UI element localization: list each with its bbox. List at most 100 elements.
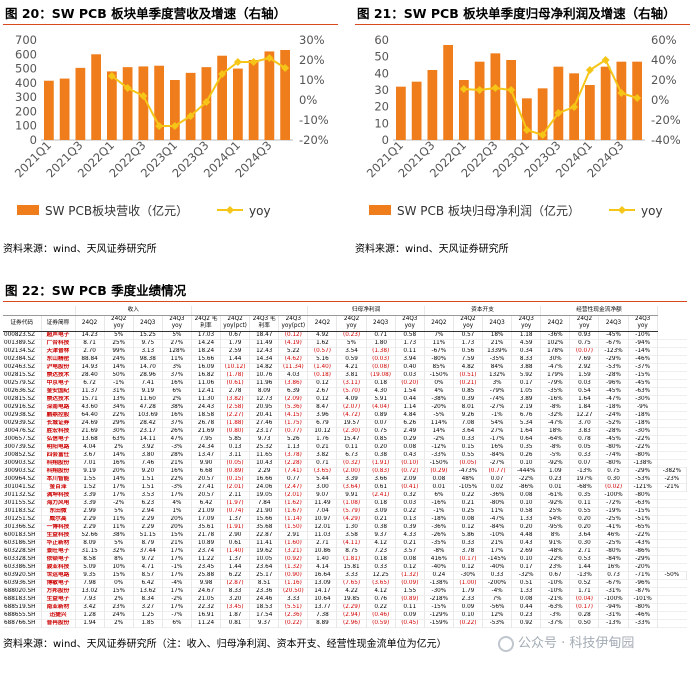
value-cell: 16% xyxy=(482,443,513,451)
stock-code-cell: 688655.SH xyxy=(3,611,42,619)
value-cell: 102% xyxy=(540,339,571,347)
value-cell: (0.90) xyxy=(278,571,309,579)
table-row: 300657.SZ 弘信电子 13.68 63% 14.11 47% 7.95 5.85 9.7… xyxy=(3,435,687,443)
value-cell: -15% xyxy=(628,507,658,515)
value-cell: -129% xyxy=(424,611,454,619)
value-cell: -1% xyxy=(424,507,454,515)
fig21-left-tick: 10 xyxy=(374,116,389,130)
value-cell: 0.09 xyxy=(395,611,425,619)
stock-code-cell: 002938.SZ xyxy=(3,411,42,419)
value-cell: 9.37 xyxy=(249,619,280,627)
stock-name-cell: 迅捷兴 xyxy=(41,611,76,619)
value-cell: 0% xyxy=(424,379,454,387)
value-cell: 10% xyxy=(104,563,134,571)
fig20-bar xyxy=(122,67,133,140)
value-cell: -2% xyxy=(162,595,192,603)
value-cell: 0.21 xyxy=(395,539,425,547)
value-cell: 0.93 xyxy=(569,331,600,339)
column-header-cell: 24Q3 yoy xyxy=(162,315,192,332)
value-cell: 0.59 xyxy=(336,355,367,363)
stock-name-cell: 生益科技 xyxy=(41,531,76,539)
value-cell: 0.54 xyxy=(569,387,600,395)
value-cell: (0.77) xyxy=(482,467,513,475)
value-cell: -68% xyxy=(569,483,600,491)
value-cell: 0.51 xyxy=(511,579,542,587)
value-cell: 18% xyxy=(540,427,571,435)
value-cell: (1.91) xyxy=(366,459,396,467)
value-cell: 6.22 xyxy=(220,571,251,579)
stock-code-cell: 301041.SZ xyxy=(3,483,42,491)
value-cell: 7.93 xyxy=(75,595,105,603)
value-cell: 16.66 xyxy=(249,475,280,483)
value-cell: 1339% xyxy=(482,347,513,355)
value-cell: 0.43 xyxy=(511,539,542,547)
value-cell: 0.20 xyxy=(366,443,396,451)
fig21-legend-bar-label: SW PCB 板块归母净利润（亿元） xyxy=(397,203,580,218)
value-cell: 9.75 xyxy=(133,339,163,347)
value-cell: 26.78 xyxy=(191,419,222,427)
stock-code-cell: 002636.SZ xyxy=(3,387,42,395)
stock-code-cell: 300903.SZ xyxy=(3,459,42,467)
value-cell: 1.55 xyxy=(75,475,105,483)
value-cell: -32% xyxy=(540,411,571,419)
value-cell: 0.67 xyxy=(220,331,251,339)
value-cell: -52% xyxy=(598,419,629,427)
value-cell: -15% xyxy=(628,371,658,379)
value-cell: 5.86 xyxy=(453,531,484,539)
value-cell: -8% xyxy=(424,547,454,555)
value-cell: 48% xyxy=(453,475,484,483)
value-cell: 4.12 xyxy=(366,539,396,547)
value-cell: 9.20 xyxy=(133,467,163,475)
value-cell: -16% xyxy=(540,395,571,403)
value-cell: 0.17 xyxy=(511,563,542,571)
value-cell: 20.57 xyxy=(191,475,222,483)
value-cell: 21.78 xyxy=(191,531,222,539)
value-cell: 0.33 xyxy=(569,451,600,459)
table-row: 300964.SZ 本川智能 1.55 14% 1.51 22% 20.57 (0.15) 16… xyxy=(3,475,687,483)
value-cell: 1.54 xyxy=(395,387,425,395)
value-cell: 1.64 xyxy=(569,395,600,403)
fig21-yoy-point xyxy=(585,66,594,74)
value-cell: -18% xyxy=(628,411,658,419)
value-cell: 4.71 xyxy=(133,563,163,571)
value-cell: 88.84 xyxy=(75,355,105,363)
value-cell: 21.09 xyxy=(191,507,222,515)
value-cell: -101% xyxy=(628,595,658,603)
value-cell: (2.07) xyxy=(336,403,367,411)
fig21-yoy-point xyxy=(507,86,516,94)
value-cell: 0.11 xyxy=(395,347,425,355)
value-cell: 3.39 xyxy=(75,499,105,507)
value-cell: 7.01 xyxy=(75,459,105,467)
value-cell: 30% xyxy=(104,427,134,435)
value-cell: 2.29 xyxy=(249,467,280,475)
value-cell: -9% xyxy=(628,403,658,411)
value-cell: 23.74 xyxy=(191,547,222,555)
value-cell: 16.91 xyxy=(191,611,222,619)
value-cell: 3.64 xyxy=(453,427,484,435)
value-cell: 0.30 xyxy=(569,539,600,547)
value-cell: 2.69 xyxy=(511,547,542,555)
value-cell: (0.08) xyxy=(424,627,454,628)
value-cell: -46% xyxy=(628,355,658,363)
value-cell: (3.64) xyxy=(336,483,367,491)
value-cell: 29% xyxy=(104,419,134,427)
value-cell: 0.15 xyxy=(453,443,484,451)
value-cell: -74% xyxy=(598,451,629,459)
value-cell: 8.34 xyxy=(133,595,163,603)
value-cell: 8.80 xyxy=(220,627,251,628)
value-cell: 1.84 xyxy=(569,403,600,411)
value-cell: (0.74) xyxy=(220,507,251,515)
value-cell: 2.90 xyxy=(220,531,251,539)
stock-name-cell: 天津普林 xyxy=(41,347,76,355)
fig21-legend-line-marker xyxy=(618,206,626,214)
value-cell: -20% xyxy=(628,563,658,571)
value-cell: 23.45 xyxy=(191,563,222,571)
stock-name-cell: 超声电子 xyxy=(41,331,76,339)
value-cell: -95% xyxy=(540,523,571,531)
value-cell: 2% xyxy=(104,619,134,627)
value-cell: 0.76 xyxy=(366,595,396,603)
value-cell: 6.23 xyxy=(133,499,163,507)
value-cell: 25.32 xyxy=(249,443,280,451)
stock-code-cell: 002463.SZ xyxy=(3,363,42,371)
fig21-bar xyxy=(458,80,469,140)
